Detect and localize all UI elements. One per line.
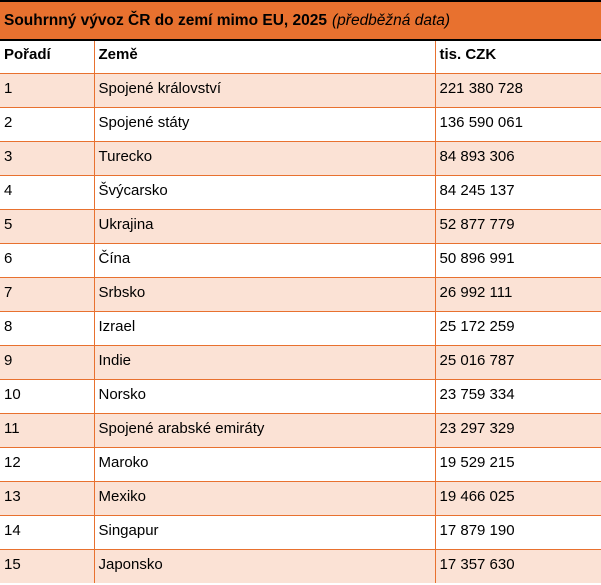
value-cell: 26 992 111 — [435, 277, 601, 312]
value-cell: 19 529 215 — [435, 447, 601, 482]
rank-cell: 13 — [0, 481, 95, 516]
country-cell: Čína — [94, 243, 436, 278]
header-row: Pořadí Země tis. CZK — [0, 41, 601, 74]
table-row: 6 Čína 50 896 991 — [0, 243, 601, 278]
country-cell: Spojené království — [94, 73, 436, 108]
value-cell: 25 016 787 — [435, 345, 601, 380]
table-row: 13 Mexiko 19 466 025 — [0, 481, 601, 516]
rank-cell: 4 — [0, 175, 95, 210]
rank-cell: 12 — [0, 447, 95, 482]
country-cell: Spojené arabské emiráty — [94, 413, 436, 448]
table-row: 1 Spojené království 221 380 728 — [0, 73, 601, 108]
table-row: 5 Ukrajina 52 877 779 — [0, 209, 601, 244]
rank-cell: 5 — [0, 209, 95, 244]
country-cell: Norsko — [94, 379, 436, 414]
value-cell: 84 893 306 — [435, 141, 601, 176]
table-row: 15 Japonsko 17 357 630 — [0, 549, 601, 583]
value-cell: 17 357 630 — [435, 549, 601, 583]
country-cell: Izrael — [94, 311, 436, 346]
table-row: 2 Spojené státy 136 590 061 — [0, 107, 601, 142]
title-bar: Souhrnný vývoz ČR do zemí mimo EU, 2025 … — [0, 0, 601, 41]
country-cell: Singapur — [94, 515, 436, 550]
export-table: Pořadí Země tis. CZK 1 Spojené královstv… — [0, 41, 601, 583]
column-header-rank: Pořadí — [0, 41, 95, 74]
rank-cell: 7 — [0, 277, 95, 312]
value-cell: 23 297 329 — [435, 413, 601, 448]
rank-cell: 9 — [0, 345, 95, 380]
table-row: 14 Singapur 17 879 190 — [0, 515, 601, 550]
rank-cell: 3 — [0, 141, 95, 176]
value-cell: 52 877 779 — [435, 209, 601, 244]
value-cell: 84 245 137 — [435, 175, 601, 210]
country-cell: Japonsko — [94, 549, 436, 583]
rank-cell: 14 — [0, 515, 95, 550]
table-row: 11 Spojené arabské emiráty 23 297 329 — [0, 413, 601, 448]
country-cell: Indie — [94, 345, 436, 380]
rank-cell: 8 — [0, 311, 95, 346]
rank-cell: 11 — [0, 413, 95, 448]
rank-cell: 15 — [0, 549, 95, 583]
table-row: 7 Srbsko 26 992 111 — [0, 277, 601, 312]
value-cell: 23 759 334 — [435, 379, 601, 414]
value-cell: 50 896 991 — [435, 243, 601, 278]
column-header-value: tis. CZK — [435, 41, 601, 74]
value-cell: 19 466 025 — [435, 481, 601, 516]
rank-cell: 2 — [0, 107, 95, 142]
country-cell: Mexiko — [94, 481, 436, 516]
value-cell: 221 380 728 — [435, 73, 601, 108]
country-cell: Turecko — [94, 141, 436, 176]
rank-cell: 10 — [0, 379, 95, 414]
title-note: (předběžná data) — [332, 11, 451, 29]
country-cell: Švýcarsko — [94, 175, 436, 210]
table-row: 12 Maroko 19 529 215 — [0, 447, 601, 482]
country-cell: Spojené státy — [94, 107, 436, 142]
page-title: Souhrnný vývoz ČR do zemí mimo EU, 2025 — [4, 11, 327, 29]
value-cell: 17 879 190 — [435, 515, 601, 550]
country-cell: Srbsko — [94, 277, 436, 312]
table-row: 8 Izrael 25 172 259 — [0, 311, 601, 346]
country-cell: Maroko — [94, 447, 436, 482]
table-row: 9 Indie 25 016 787 — [0, 345, 601, 380]
rank-cell: 6 — [0, 243, 95, 278]
table-row: 10 Norsko 23 759 334 — [0, 379, 601, 414]
table-row: 4 Švýcarsko 84 245 137 — [0, 175, 601, 210]
column-header-country: Země — [94, 41, 436, 74]
rank-cell: 1 — [0, 73, 95, 108]
value-cell: 25 172 259 — [435, 311, 601, 346]
table-row: 3 Turecko 84 893 306 — [0, 141, 601, 176]
country-cell: Ukrajina — [94, 209, 436, 244]
value-cell: 136 590 061 — [435, 107, 601, 142]
